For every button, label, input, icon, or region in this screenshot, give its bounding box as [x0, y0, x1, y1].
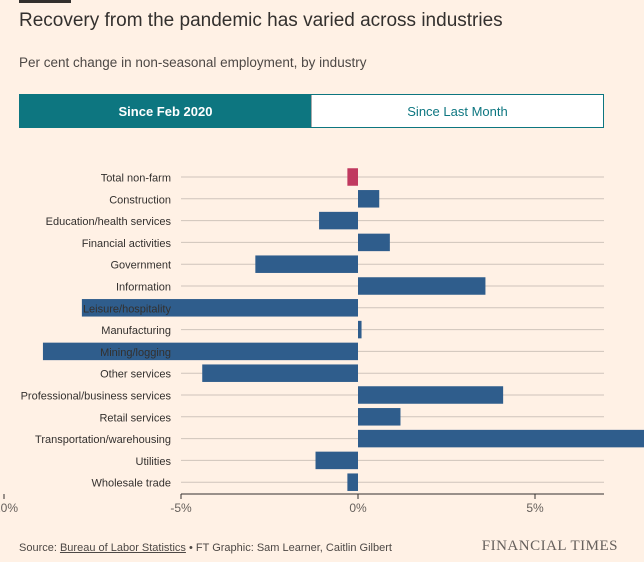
- bar-transportation-warehousing[interactable]: [358, 429, 644, 448]
- bar-information[interactable]: [358, 277, 486, 295]
- chart-title: Recovery from the pandemic has varied ac…: [19, 10, 503, 31]
- bar-wholesale-trade[interactable]: [347, 473, 358, 491]
- category-label: Manufacturing: [101, 325, 171, 337]
- category-label: Construction: [109, 194, 171, 206]
- source-link[interactable]: Bureau of Labor Statistics: [59, 542, 186, 554]
- category-label: Wholesale trade: [92, 478, 172, 490]
- bar-leisure-hospitality[interactable]: [81, 299, 358, 317]
- category-label: Leisure/hospitality: [83, 303, 172, 315]
- top-rule: [19, 0, 71, 3]
- credit: • FT Graphic: Sam Learner, Caitlin Gilbe…: [185, 542, 392, 554]
- bar-financial-activities[interactable]: [358, 233, 390, 252]
- bar-professional-business-services[interactable]: [358, 386, 504, 404]
- category-label: Information: [116, 282, 171, 294]
- bar-mining-logging[interactable]: [42, 342, 358, 361]
- x-tick-label: -10%: [0, 501, 18, 515]
- category-label: Professional/business services: [21, 391, 172, 403]
- category-label: Transportation/warehousing: [35, 434, 171, 446]
- category-label: Other services: [100, 369, 171, 381]
- category-label: Mining/logging: [100, 347, 171, 359]
- bar-utilities[interactable]: [315, 451, 358, 470]
- x-tick-label: 5%: [526, 501, 544, 515]
- bar-chart: Total non-farm Construction Education/heal…: [0, 168, 644, 515]
- chart-subtitle: Per cent change in non-seasonal employme…: [19, 55, 367, 70]
- bar-construction[interactable]: [358, 190, 380, 208]
- category-label: Government: [110, 260, 171, 272]
- x-tick-label: -5%: [170, 501, 192, 515]
- category-label: Utilities: [136, 456, 172, 468]
- tab-since-last-month[interactable]: Since Last Month: [311, 95, 603, 127]
- bar-retail-services[interactable]: [358, 408, 401, 426]
- bar-manufacturing[interactable]: [358, 320, 362, 339]
- category-label: Financial activities: [82, 238, 172, 250]
- category-label: Total non-farm: [101, 173, 171, 185]
- x-tick-label: 0%: [349, 501, 367, 515]
- category-label: Retail services: [99, 412, 171, 424]
- source-prefix: Source:: [19, 542, 60, 554]
- bar-government[interactable]: [255, 255, 358, 273]
- footer-source: Source: Bureau of Labor Statistics • FT …: [19, 542, 392, 554]
- period-toggle: Since Feb 2020 Since Last Month: [19, 94, 604, 128]
- category-label: Education/health services: [46, 216, 172, 228]
- bar-education-health-services[interactable]: [319, 211, 358, 230]
- bar-total-non-farm[interactable]: [347, 168, 358, 186]
- tab-since-feb-2020[interactable]: Since Feb 2020: [20, 95, 311, 127]
- ft-logo: FINANCIAL TIMES: [481, 538, 618, 554]
- bar-other-services[interactable]: [202, 364, 358, 382]
